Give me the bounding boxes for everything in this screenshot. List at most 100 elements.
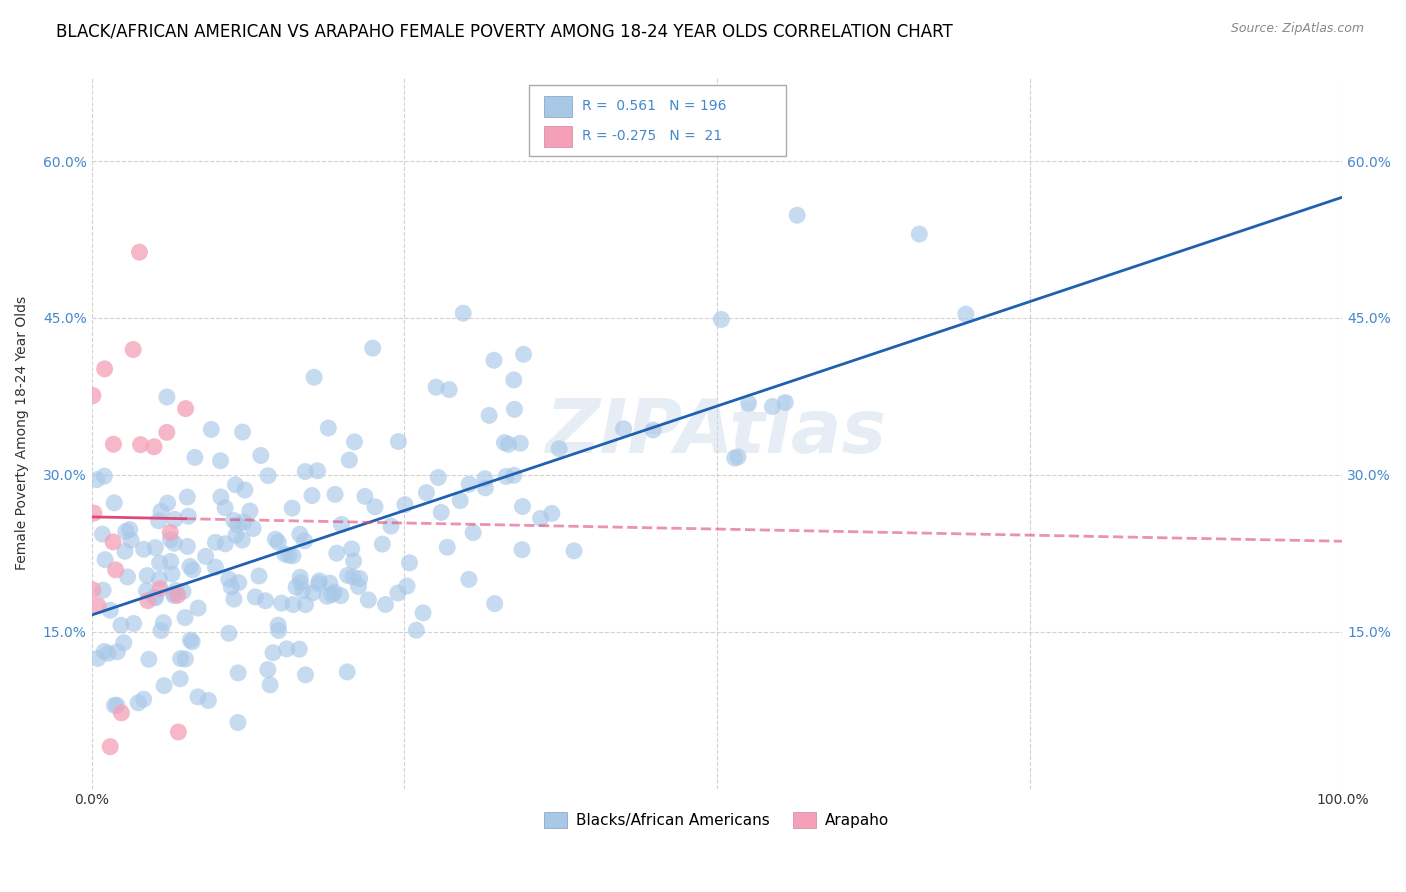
Point: [474, 472, 496, 486]
Point: [122, 343, 145, 357]
Point: [163, 587, 186, 601]
Point: [436, 541, 458, 555]
Point: [548, 442, 571, 456]
Point: [281, 598, 304, 612]
Point: [437, 383, 460, 397]
Point: [257, 468, 280, 483]
Point: [374, 598, 396, 612]
Point: [250, 449, 273, 463]
Point: [97, 646, 120, 660]
Point: [380, 519, 402, 533]
Text: ZIPAtlas: ZIPAtlas: [547, 396, 887, 469]
Point: [290, 570, 312, 584]
Point: [267, 618, 290, 632]
Point: [371, 537, 394, 551]
Point: [336, 665, 359, 679]
Point: [288, 527, 311, 541]
Point: [484, 597, 506, 611]
Point: [148, 514, 170, 528]
Point: [138, 652, 160, 666]
Point: [82, 388, 104, 402]
Point: [308, 576, 330, 591]
Point: [150, 624, 173, 638]
Point: [94, 552, 117, 566]
Point: [412, 606, 434, 620]
Point: [482, 353, 505, 368]
Point: [398, 556, 420, 570]
Point: [114, 544, 136, 558]
Point: [87, 599, 110, 613]
Point: [148, 572, 170, 586]
Point: [727, 450, 749, 464]
Point: [226, 665, 249, 680]
Point: [405, 624, 427, 638]
Point: [461, 525, 484, 540]
Point: [209, 453, 232, 467]
Point: [232, 425, 254, 439]
Point: [214, 500, 236, 515]
Point: [495, 469, 517, 483]
Point: [474, 481, 496, 495]
Point: [83, 506, 105, 520]
Point: [281, 549, 304, 563]
Point: [457, 573, 479, 587]
Point: [955, 307, 977, 321]
Point: [267, 624, 290, 638]
Point: [336, 568, 359, 582]
Point: [503, 402, 526, 417]
Point: [222, 513, 245, 527]
Point: [294, 465, 316, 479]
Point: [291, 583, 314, 598]
Point: [127, 696, 149, 710]
Point: [153, 679, 176, 693]
Point: [165, 583, 187, 598]
Point: [290, 575, 312, 590]
Point: [91, 527, 114, 541]
Point: [86, 473, 108, 487]
Point: [451, 306, 474, 320]
Point: [104, 563, 127, 577]
Point: [302, 370, 325, 384]
Point: [509, 436, 531, 450]
Point: [342, 570, 364, 584]
Point: [143, 590, 166, 604]
Point: [105, 698, 128, 713]
Point: [710, 312, 733, 326]
FancyBboxPatch shape: [529, 85, 786, 156]
Point: [562, 544, 585, 558]
Point: [494, 435, 516, 450]
Point: [174, 401, 197, 416]
Text: BLACK/AFRICAN AMERICAN VS ARAPAHO FEMALE POVERTY AMONG 18-24 YEAR OLDS CORRELATI: BLACK/AFRICAN AMERICAN VS ARAPAHO FEMALE…: [56, 22, 953, 40]
Point: [357, 593, 380, 607]
Point: [233, 483, 256, 497]
Point: [285, 580, 308, 594]
Point: [132, 542, 155, 557]
Point: [149, 556, 172, 570]
Point: [502, 373, 524, 387]
Point: [159, 525, 181, 540]
Point: [135, 583, 157, 598]
Point: [775, 395, 797, 409]
Point: [105, 645, 128, 659]
Point: [167, 725, 190, 739]
Point: [724, 450, 747, 465]
Point: [174, 610, 197, 624]
Point: [204, 560, 226, 574]
Point: [510, 542, 533, 557]
Point: [430, 505, 453, 519]
Point: [321, 588, 343, 602]
Point: [226, 715, 249, 730]
Point: [394, 498, 416, 512]
Point: [145, 591, 167, 605]
Point: [256, 663, 278, 677]
Point: [270, 596, 292, 610]
Point: [101, 535, 124, 549]
Point: [340, 541, 363, 556]
Point: [613, 422, 636, 436]
Point: [245, 590, 267, 604]
Point: [176, 490, 198, 504]
Point: [181, 635, 204, 649]
Point: [110, 618, 132, 632]
Point: [512, 500, 534, 514]
Point: [908, 227, 931, 241]
